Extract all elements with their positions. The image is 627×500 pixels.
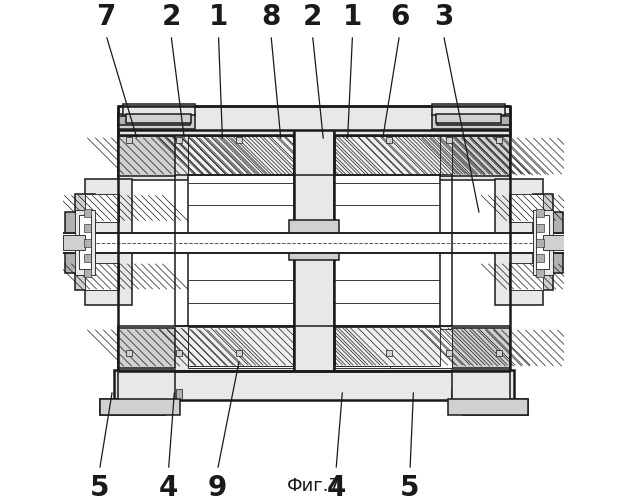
- Text: 4: 4: [326, 474, 345, 500]
- Bar: [129, 389, 135, 399]
- Bar: [126, 114, 191, 122]
- Bar: [176, 350, 181, 356]
- Bar: [187, 330, 440, 368]
- Bar: [536, 215, 549, 269]
- Bar: [117, 132, 510, 180]
- Bar: [78, 215, 91, 269]
- Bar: [117, 116, 190, 125]
- Bar: [187, 327, 293, 366]
- Bar: [83, 238, 91, 246]
- Bar: [187, 328, 238, 368]
- Bar: [536, 208, 544, 216]
- Bar: [117, 114, 195, 129]
- Bar: [536, 254, 544, 262]
- Bar: [236, 137, 241, 143]
- Bar: [476, 389, 482, 399]
- Bar: [151, 389, 157, 399]
- Bar: [125, 350, 132, 356]
- Bar: [75, 194, 95, 290]
- Bar: [451, 389, 457, 399]
- Bar: [125, 137, 132, 143]
- Bar: [288, 240, 339, 260]
- Bar: [536, 268, 544, 276]
- Bar: [386, 137, 391, 143]
- Bar: [187, 175, 440, 326]
- Bar: [187, 335, 438, 366]
- Bar: [83, 208, 91, 216]
- Text: 1: 1: [209, 3, 228, 31]
- Bar: [495, 350, 502, 356]
- Bar: [452, 136, 510, 176]
- Text: 5: 5: [90, 474, 109, 500]
- Bar: [187, 136, 238, 176]
- Bar: [122, 104, 195, 115]
- Text: 2: 2: [161, 3, 181, 31]
- Bar: [100, 399, 164, 415]
- Text: 2: 2: [303, 3, 322, 31]
- Bar: [547, 212, 562, 272]
- Bar: [83, 254, 91, 262]
- Bar: [334, 327, 440, 366]
- Bar: [83, 268, 91, 276]
- Bar: [176, 389, 182, 399]
- Bar: [536, 224, 544, 232]
- Bar: [117, 328, 175, 368]
- Bar: [85, 262, 119, 290]
- Bar: [288, 220, 339, 240]
- Text: 4: 4: [159, 474, 178, 500]
- Bar: [113, 370, 514, 400]
- Bar: [508, 194, 542, 222]
- Text: 6: 6: [390, 3, 409, 31]
- Text: 7: 7: [97, 3, 116, 31]
- Bar: [293, 131, 334, 371]
- Bar: [432, 114, 510, 129]
- Bar: [83, 224, 91, 232]
- Bar: [437, 116, 510, 125]
- Bar: [296, 132, 331, 180]
- Bar: [452, 328, 510, 368]
- Bar: [495, 179, 542, 305]
- Bar: [63, 232, 564, 252]
- Bar: [296, 326, 331, 371]
- Bar: [63, 235, 85, 250]
- Bar: [85, 179, 132, 305]
- Bar: [448, 399, 527, 415]
- Text: 5: 5: [400, 474, 419, 500]
- Bar: [532, 194, 552, 290]
- Bar: [446, 350, 451, 356]
- Bar: [389, 328, 452, 368]
- Text: Фиг.7: Фиг.7: [287, 477, 340, 495]
- Bar: [536, 238, 544, 246]
- Bar: [117, 136, 175, 176]
- Text: 1: 1: [343, 3, 362, 31]
- Bar: [187, 143, 438, 176]
- Bar: [508, 262, 542, 290]
- Bar: [452, 370, 510, 400]
- Bar: [117, 370, 175, 400]
- Text: 3: 3: [434, 3, 453, 31]
- Bar: [85, 194, 119, 222]
- Bar: [334, 136, 440, 175]
- Bar: [65, 212, 80, 272]
- Bar: [386, 350, 391, 356]
- Bar: [446, 137, 451, 143]
- Bar: [117, 326, 510, 371]
- Bar: [432, 104, 505, 115]
- Bar: [495, 137, 502, 143]
- Text: 9: 9: [208, 474, 227, 500]
- Bar: [75, 210, 95, 275]
- Bar: [436, 114, 501, 122]
- Bar: [493, 389, 500, 399]
- Bar: [463, 399, 527, 415]
- Text: 8: 8: [261, 3, 281, 31]
- Bar: [187, 136, 293, 175]
- Bar: [100, 399, 179, 415]
- Bar: [389, 136, 452, 176]
- Bar: [176, 137, 181, 143]
- Bar: [236, 350, 241, 356]
- Bar: [532, 210, 552, 275]
- Bar: [117, 106, 510, 135]
- Bar: [542, 235, 564, 250]
